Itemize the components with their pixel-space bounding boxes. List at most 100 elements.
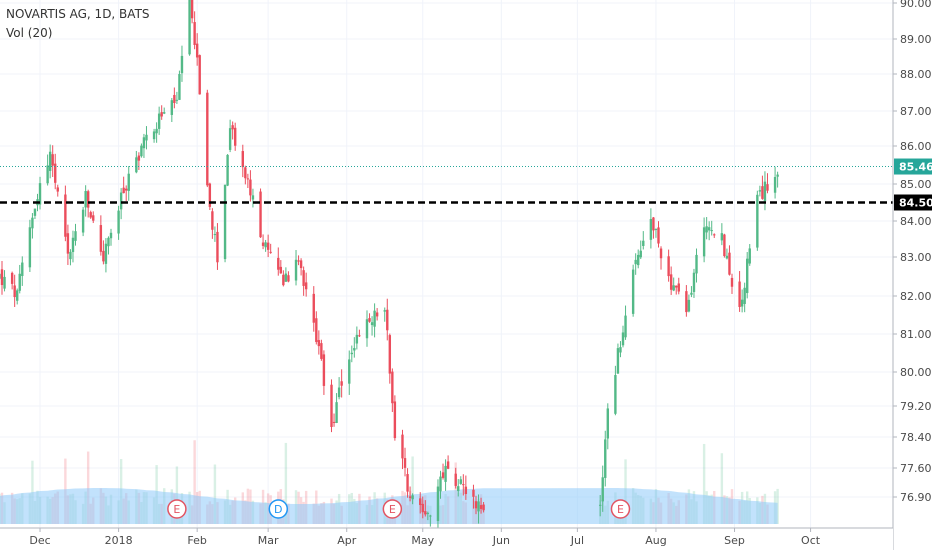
event-marker-circle — [268, 499, 289, 519]
candle-body — [649, 219, 653, 240]
y-tick-label: 79.20 — [900, 400, 932, 413]
candle-body — [335, 402, 338, 423]
y-tick-label: 82.00 — [900, 290, 932, 303]
candle-body — [657, 227, 660, 244]
candle-body — [695, 254, 698, 274]
event-marker-e[interactable]: E — [167, 499, 187, 519]
candle-body — [137, 155, 141, 161]
level-price-badge: 84.50 — [894, 194, 932, 211]
candle-body — [312, 293, 315, 323]
x-tick-label: May — [411, 534, 434, 547]
candle-body — [284, 273, 288, 282]
candle-body — [738, 281, 741, 307]
candle-body — [279, 266, 283, 274]
candle-body — [135, 157, 138, 173]
candle-body — [31, 217, 34, 229]
y-tick-label: 80.00 — [900, 366, 932, 379]
candle-body — [728, 252, 731, 275]
candle-body — [419, 498, 422, 506]
candle-body — [606, 408, 609, 439]
x-tick-label: 2018 — [105, 534, 133, 547]
candle-body — [411, 495, 414, 500]
x-tick-label: Sep — [724, 534, 745, 547]
candle-body — [669, 274, 673, 290]
candle-body — [401, 434, 404, 459]
candle-body — [66, 233, 70, 254]
event-marker-d[interactable]: D — [268, 499, 289, 519]
candle-body — [127, 173, 130, 191]
candle-body — [302, 270, 305, 286]
candle-body — [687, 299, 691, 312]
candle-body — [216, 231, 219, 263]
candle-body — [315, 318, 318, 342]
x-tick-label: Mar — [258, 534, 279, 547]
last-price-badge: 85.46 — [894, 158, 932, 175]
candle-body — [388, 335, 392, 374]
candle-body — [758, 190, 762, 192]
event-marker-label: E — [389, 503, 396, 516]
candle-body — [28, 227, 32, 268]
last-price-badge-box — [894, 158, 932, 175]
candle-body — [720, 233, 724, 241]
candle-body — [89, 212, 92, 218]
candle-body — [348, 359, 351, 384]
candle-body — [426, 512, 430, 514]
y-tick-label: 81.00 — [900, 328, 932, 341]
volume-bar — [86, 451, 90, 524]
candle-body — [441, 472, 445, 478]
candle-body — [18, 273, 21, 291]
event-marker-e[interactable]: E — [382, 499, 403, 519]
event-marker-e[interactable]: E — [610, 499, 631, 519]
candle-body — [163, 112, 166, 114]
candle-body — [654, 229, 658, 231]
x-tick-label: Oct — [801, 534, 821, 547]
event-marker-circle — [382, 499, 403, 519]
candle-body — [188, 0, 191, 55]
candle-body — [675, 285, 678, 288]
candle-body — [71, 237, 75, 253]
candle-body — [723, 234, 726, 257]
candle-body — [213, 234, 217, 236]
candle-body — [464, 486, 468, 495]
candle-body — [672, 285, 675, 291]
candle-body — [386, 309, 389, 331]
candle-body — [259, 191, 262, 238]
candle-body — [180, 55, 184, 74]
candle-body — [337, 387, 341, 398]
candle-body — [13, 285, 16, 298]
candle-body — [368, 318, 371, 322]
candle-body — [64, 194, 67, 237]
candle-body — [109, 232, 113, 239]
candle-body — [692, 272, 696, 292]
candle-body — [46, 165, 49, 184]
candle-body — [436, 486, 440, 522]
candle-body — [667, 256, 670, 277]
candle-body — [601, 477, 604, 502]
candle-body — [145, 134, 148, 141]
candle-body — [244, 167, 247, 179]
y-axis-background — [893, 0, 932, 550]
candle-body — [383, 310, 386, 312]
candle-body — [391, 371, 394, 404]
candle-body — [446, 461, 450, 469]
candle-body — [642, 240, 645, 246]
candle-body — [0, 273, 1, 279]
candle-body — [616, 348, 620, 374]
volume-bar — [284, 442, 288, 524]
candle-body — [462, 484, 465, 486]
candle-body — [429, 515, 432, 517]
y-tick-label: 77.60 — [900, 462, 932, 475]
candle-body — [332, 421, 336, 423]
candle-body — [152, 131, 156, 140]
candle-body — [477, 501, 480, 512]
candle-body — [175, 99, 179, 101]
x-tick-label: Dec — [29, 534, 50, 547]
candle-body — [746, 258, 749, 294]
candle-body — [725, 255, 729, 259]
candle-body — [74, 231, 77, 241]
candle-body — [107, 237, 110, 247]
volume-bar — [193, 440, 196, 524]
candle-body — [10, 272, 14, 284]
